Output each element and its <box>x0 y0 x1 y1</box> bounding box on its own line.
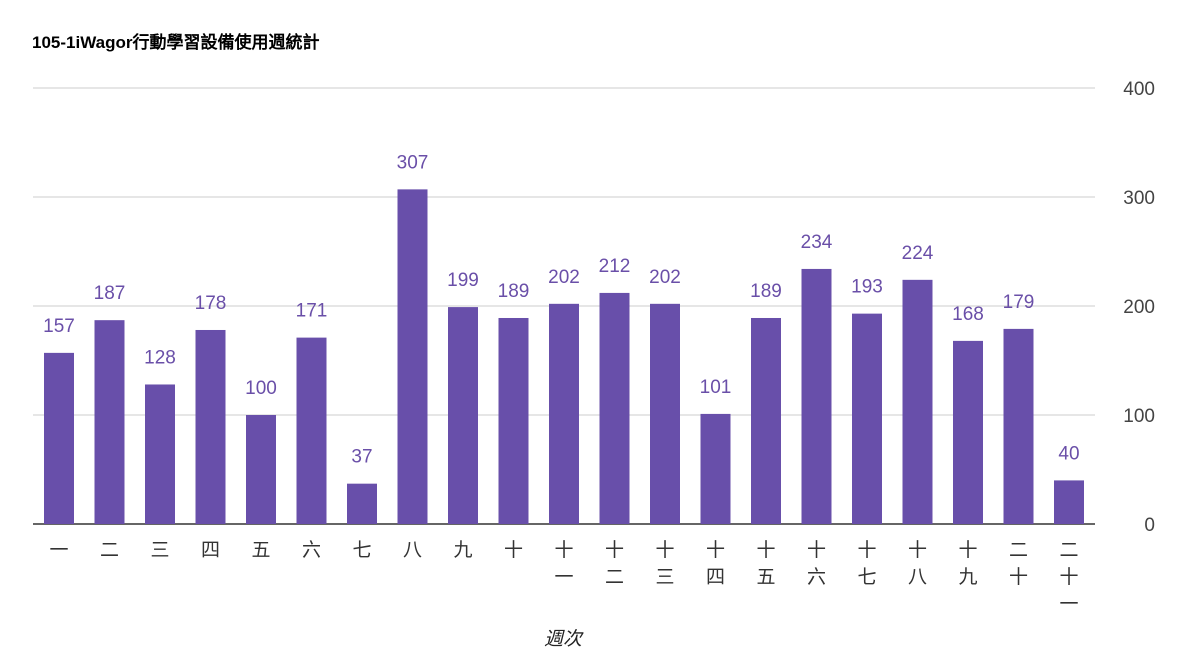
y-tick-label: 300 <box>1123 188 1155 209</box>
category-label: 八 <box>403 539 422 561</box>
category-label: 四 <box>201 539 220 561</box>
data-label: 179 <box>1003 292 1035 313</box>
data-label: 189 <box>750 281 782 302</box>
x-axis-title: 週次 <box>544 628 584 650</box>
data-label: 168 <box>952 304 984 325</box>
category-label: 十二 <box>605 539 624 588</box>
bar <box>1054 480 1084 524</box>
bar <box>498 317 529 524</box>
bar <box>1003 328 1034 524</box>
bar <box>599 292 630 524</box>
bar <box>902 279 933 524</box>
bar <box>650 303 680 524</box>
category-label: 三 <box>150 539 169 561</box>
y-axis-ticks: 0 100 200 300 400 <box>1123 79 1155 536</box>
bars <box>44 189 1084 524</box>
bar <box>549 303 579 524</box>
bar <box>953 340 983 524</box>
category-label: 七 <box>352 539 371 561</box>
data-label: 40 <box>1058 443 1079 464</box>
data-label: 100 <box>245 378 277 399</box>
category-label: 十四 <box>706 539 725 588</box>
data-label: 212 <box>599 256 631 277</box>
bar <box>296 337 327 524</box>
data-label: 189 <box>498 281 530 302</box>
category-label: 十九 <box>958 539 977 588</box>
data-label: 101 <box>700 377 732 398</box>
bar <box>751 317 781 524</box>
y-tick-label: 0 <box>1144 515 1155 536</box>
category-label: 十 <box>504 539 523 561</box>
category-label: 十一 <box>554 539 573 588</box>
bar <box>44 352 74 524</box>
bar <box>852 313 882 524</box>
category-label: 二 <box>100 539 119 561</box>
data-labels: 157 187 128 178 100 171 37 307 199 189 202 212 202 10… <box>43 152 1079 467</box>
data-label: 157 <box>43 316 75 337</box>
y-tick-label: 400 <box>1123 79 1155 100</box>
bar <box>397 189 428 524</box>
bar <box>246 415 276 524</box>
y-tick-label: 100 <box>1123 406 1155 427</box>
data-label: 178 <box>195 293 227 314</box>
category-label: 六 <box>302 539 321 561</box>
bar <box>801 268 832 524</box>
category-label: 五 <box>251 539 270 561</box>
category-label: 二十 <box>1009 539 1028 588</box>
data-label: 199 <box>447 270 479 291</box>
chart-title: 105-1iWagor行動學習設備使用週統計 <box>32 32 319 52</box>
data-label: 171 <box>296 301 328 322</box>
bar <box>195 329 226 524</box>
data-label: 37 <box>351 447 372 468</box>
bar <box>347 483 377 524</box>
data-label: 307 <box>397 152 429 173</box>
category-label: 一 <box>49 539 68 561</box>
category-label: 十三 <box>655 539 674 588</box>
category-label: 九 <box>453 539 472 561</box>
category-label: 二十一 <box>1059 539 1078 615</box>
bar <box>700 413 731 524</box>
data-label: 193 <box>851 277 883 298</box>
bar <box>448 307 478 524</box>
bar <box>94 320 125 524</box>
data-label: 128 <box>144 347 176 368</box>
category-label: 十五 <box>756 539 775 588</box>
category-label: 十八 <box>908 539 927 588</box>
data-label: 202 <box>649 267 681 288</box>
bar <box>145 384 175 524</box>
data-label: 187 <box>94 283 126 304</box>
data-label: 224 <box>902 243 934 264</box>
category-label: 十六 <box>807 539 826 588</box>
category-label: 十七 <box>857 539 876 588</box>
data-label: 234 <box>801 232 833 253</box>
data-label: 202 <box>548 267 580 288</box>
y-tick-label: 200 <box>1123 297 1155 318</box>
